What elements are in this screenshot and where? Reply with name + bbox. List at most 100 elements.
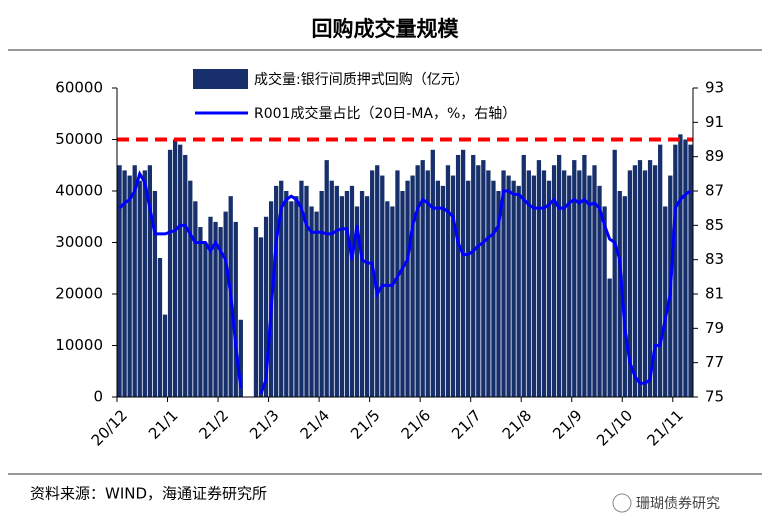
y2-tick-label: 89 [705, 147, 724, 165]
bar [238, 319, 243, 397]
bar [617, 191, 622, 397]
bar [481, 160, 486, 397]
bar [435, 180, 441, 397]
bar [602, 206, 607, 397]
legend-label: R001成交量占比（20日-MA，%，右轴） [254, 105, 516, 122]
bar [400, 191, 405, 397]
bar [496, 191, 501, 397]
bar [263, 216, 269, 397]
bar [193, 201, 198, 397]
bar [319, 191, 324, 397]
bar [157, 257, 163, 397]
chart-title: 回购成交量规模 [312, 17, 460, 41]
bar [349, 185, 355, 397]
line [259, 189, 692, 395]
bar [658, 144, 663, 397]
bar [279, 180, 284, 397]
bar [622, 196, 627, 397]
source: 资料来源：WIND，海通证券研究所 [30, 485, 267, 503]
bar [551, 165, 557, 397]
x-tick-label: 21/3 [246, 406, 283, 443]
bar [425, 170, 430, 397]
bar [430, 149, 435, 397]
bar [460, 149, 466, 397]
watermark: 珊瑚债券研究 [636, 496, 720, 512]
bar [162, 314, 168, 397]
bar [147, 165, 153, 397]
bar [208, 216, 213, 397]
bar [562, 170, 567, 397]
y-tick-label: 20000 [55, 285, 103, 303]
y-tick-label: 40000 [55, 182, 103, 200]
y-tick-label: 30000 [55, 233, 103, 251]
bar [471, 154, 476, 397]
bar [531, 175, 537, 397]
bar [405, 180, 410, 397]
bar [592, 165, 597, 397]
bar [132, 165, 137, 397]
bar [183, 154, 188, 397]
y2-tick-label: 79 [705, 319, 724, 337]
bar [652, 165, 658, 397]
bar [415, 165, 420, 397]
bar [274, 185, 279, 397]
x-tick-label: 21/9 [549, 406, 586, 443]
bar [304, 185, 309, 397]
y2-tick-label: 81 [705, 285, 724, 303]
bar [258, 237, 264, 397]
bar [284, 191, 289, 397]
bar [324, 160, 329, 397]
x-tick-label: 21/10 [593, 406, 636, 449]
bar [309, 206, 314, 397]
bar [541, 170, 547, 397]
y2-tick-label: 75 [705, 388, 724, 406]
bar [455, 154, 461, 397]
bar [390, 206, 395, 397]
x-tick-label: 21/7 [448, 406, 485, 443]
legend-label: 成交量:银行间质押式回购（亿元） [254, 71, 469, 88]
bar [172, 139, 178, 397]
bar [127, 175, 132, 397]
bar [597, 185, 602, 397]
bar [223, 211, 228, 397]
bar [632, 165, 638, 397]
x-tick-label: 21/11 [644, 406, 687, 449]
bar [420, 160, 425, 397]
bar [647, 160, 653, 397]
bar [612, 149, 617, 397]
bar [395, 170, 400, 397]
bar [556, 154, 562, 397]
y2-tick-label: 93 [705, 79, 724, 97]
bar [178, 144, 183, 397]
bar [683, 139, 688, 397]
bar [501, 170, 506, 397]
x-tick-label: 21/2 [196, 406, 233, 443]
x-tick-label: 20/12 [88, 406, 131, 449]
bar [506, 175, 511, 397]
bar [526, 170, 531, 397]
bar [375, 165, 380, 397]
y2-tick-label: 87 [705, 182, 724, 200]
bar [152, 191, 158, 397]
bar [466, 180, 471, 397]
bar [233, 221, 238, 397]
bar [445, 165, 451, 397]
bar [344, 191, 350, 397]
bar [491, 180, 496, 397]
x-tick-label: 21/4 [297, 406, 334, 443]
y-tick-label: 60000 [55, 79, 103, 97]
bar [137, 180, 142, 397]
bar [354, 206, 360, 397]
line [118, 170, 243, 389]
bar [364, 196, 370, 397]
x-tick-label: 21/6 [398, 406, 435, 443]
y2-tick-label: 77 [705, 353, 724, 371]
bar [218, 227, 223, 397]
legend-swatch [193, 69, 248, 89]
bar [198, 227, 203, 397]
bar [476, 165, 481, 397]
bar [663, 206, 668, 397]
bar [117, 165, 122, 397]
bar [516, 185, 521, 397]
